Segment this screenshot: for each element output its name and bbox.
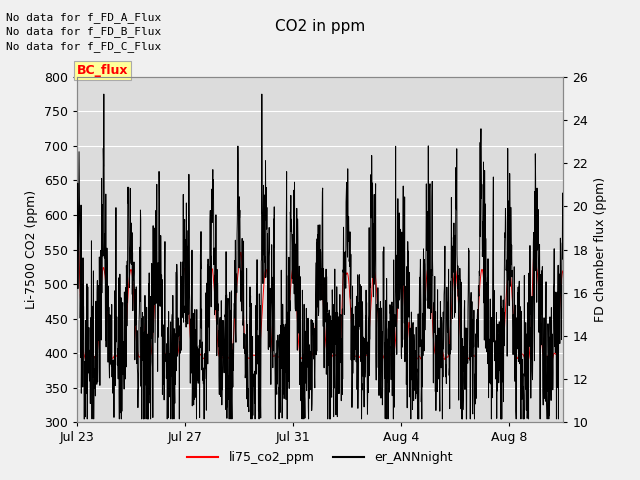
Legend: li75_co2_ppm, er_ANNnight: li75_co2_ppm, er_ANNnight <box>182 446 458 469</box>
Text: CO2 in ppm: CO2 in ppm <box>275 19 365 34</box>
Text: BC_flux: BC_flux <box>77 64 128 77</box>
Y-axis label: Li-7500 CO2 (ppm): Li-7500 CO2 (ppm) <box>25 190 38 309</box>
Text: No data for f_FD_B_Flux: No data for f_FD_B_Flux <box>6 26 162 37</box>
Text: No data for f_FD_C_Flux: No data for f_FD_C_Flux <box>6 41 162 52</box>
Y-axis label: FD chamber flux (ppm): FD chamber flux (ppm) <box>594 177 607 322</box>
Text: No data for f_FD_A_Flux: No data for f_FD_A_Flux <box>6 12 162 23</box>
